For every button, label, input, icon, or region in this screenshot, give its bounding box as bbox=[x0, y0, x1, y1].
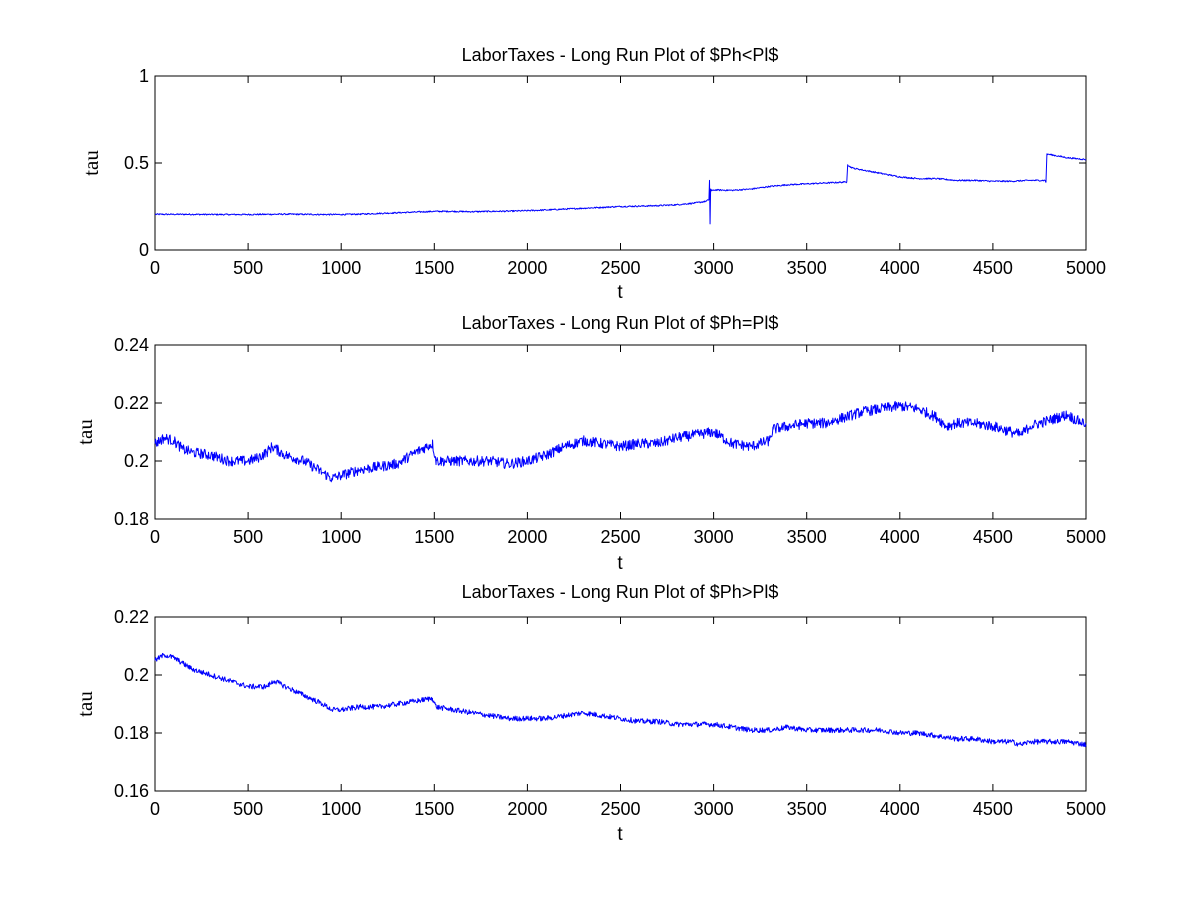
subplot-3-xtick-label-4: 2000 bbox=[507, 799, 547, 819]
subplot-2-xtick-label-4: 2000 bbox=[507, 527, 547, 547]
subplot-3-xtick-label-0: 0 bbox=[150, 799, 160, 819]
subplot-1-series-line-0 bbox=[154, 153, 1087, 225]
subplot-1-title: LaborTaxes - Long Run Plot of $Ph<Pl$ bbox=[462, 45, 779, 65]
subplot-2-xtick-label-6: 3000 bbox=[694, 527, 734, 547]
subplot-2-ytick-label-3: 0.24 bbox=[114, 335, 149, 355]
subplot-3-xtick-label-6: 3000 bbox=[694, 799, 734, 819]
subplot-2-xtick-label-5: 2500 bbox=[600, 527, 640, 547]
subplot-3-tick-layer: 0 500 1000 1500 2000 2500 3000 3500 4000 4500 5000… bbox=[114, 607, 1106, 819]
subplot-2-ylabel: tau bbox=[73, 419, 97, 445]
subplot-3-xtick-label-1: 500 bbox=[233, 799, 263, 819]
subplot-3: LaborTaxes - Long Run Plot of $Ph>Pl$ 0 5… bbox=[73, 582, 1106, 845]
subplot-2-series-layer bbox=[154, 400, 1087, 483]
subplot-1-axes-box bbox=[154, 75, 1087, 251]
subplot-2-xtick-label-0: 0 bbox=[150, 527, 160, 547]
subplot-1-xtick-label-5: 2500 bbox=[600, 258, 640, 278]
subplot-2-xtick-label-10: 5000 bbox=[1066, 527, 1106, 547]
subplot-2-xtick-label-2: 1000 bbox=[321, 527, 361, 547]
subplot-3-series-layer bbox=[154, 652, 1087, 748]
subplot-3-xtick-label-8: 4000 bbox=[880, 799, 920, 819]
subplot-2-xtick-label-9: 4500 bbox=[973, 527, 1013, 547]
subplot-1-ytick-label-0: 0 bbox=[139, 240, 149, 260]
subplot-3-ytick-label-2: 0.2 bbox=[124, 665, 149, 685]
subplot-1-xtick-label-6: 3000 bbox=[694, 258, 734, 278]
subplot-1-xlabel: t bbox=[617, 282, 623, 303]
subplot-3-ytick-label-0: 0.16 bbox=[114, 781, 149, 801]
subplot-3-xtick-label-10: 5000 bbox=[1066, 799, 1106, 819]
subplot-2-tick-layer: 0 500 1000 1500 2000 2500 3000 3500 4000 4500 5000… bbox=[114, 335, 1106, 547]
subplot-2-xtick-label-8: 4000 bbox=[880, 527, 920, 547]
subplot-1-xtick-label-7: 3500 bbox=[787, 258, 827, 278]
subplot-2-xlabel: t bbox=[617, 553, 623, 574]
subplot-3-ylabel: tau bbox=[73, 691, 97, 717]
subplot-1-series-layer bbox=[154, 153, 1087, 225]
subplot-2-xtick-label-3: 1500 bbox=[414, 527, 454, 547]
subplot-1-tick-layer: 0 500 1000 1500 2000 2500 3000 3500 4000 4500 5000… bbox=[124, 66, 1106, 278]
subplot-1-xtick-label-9: 4500 bbox=[973, 258, 1013, 278]
subplot-3-xtick-label-2: 1000 bbox=[321, 799, 361, 819]
subplot-1-ytick-label-2: 1 bbox=[139, 66, 149, 86]
subplot-2-xtick-label-1: 500 bbox=[233, 527, 263, 547]
subplot-2-ytick-label-2: 0.22 bbox=[114, 393, 149, 413]
subplot-2-ytick-label-1: 0.2 bbox=[124, 451, 149, 471]
subplot-2-title: LaborTaxes - Long Run Plot of $Ph=Pl$ bbox=[462, 313, 779, 333]
subplot-2-xtick-label-7: 3500 bbox=[787, 527, 827, 547]
subplot-3-xtick-label-7: 3500 bbox=[787, 799, 827, 819]
subplot-3-xlabel: t bbox=[617, 824, 623, 845]
subplot-2-series-line-0 bbox=[154, 400, 1087, 483]
subplot-1-ytick-label-1: 0.5 bbox=[124, 153, 149, 173]
subplot-3-xtick-label-5: 2500 bbox=[600, 799, 640, 819]
subplot-3-title: LaborTaxes - Long Run Plot of $Ph>Pl$ bbox=[462, 582, 779, 602]
subplot-2: LaborTaxes - Long Run Plot of $Ph=Pl$ 0 5… bbox=[73, 313, 1106, 574]
subplot-3-ytick-label-1: 0.18 bbox=[114, 723, 149, 743]
subplot-1-xtick-label-10: 5000 bbox=[1066, 258, 1106, 278]
subplot-2-ytick-label-0: 0.18 bbox=[114, 509, 149, 529]
subplot-1-xtick-label-3: 1500 bbox=[414, 258, 454, 278]
subplot-3-xtick-label-9: 4500 bbox=[973, 799, 1013, 819]
subplot-3-axes-box bbox=[154, 616, 1087, 792]
subplot-1-xtick-label-2: 1000 bbox=[321, 258, 361, 278]
subplot-1-xtick-label-0: 0 bbox=[150, 258, 160, 278]
subplot-3-xtick-label-3: 1500 bbox=[414, 799, 454, 819]
subplot-1: LaborTaxes - Long Run Plot of $Ph<Pl$ 0 5… bbox=[79, 45, 1106, 303]
subplot-1-xtick-label-8: 4000 bbox=[880, 258, 920, 278]
subplot-3-ytick-label-3: 0.22 bbox=[114, 607, 149, 627]
subplot-2-axes-box bbox=[154, 344, 1087, 520]
subplot-1-xtick-label-4: 2000 bbox=[507, 258, 547, 278]
subplot-1-ylabel: tau bbox=[79, 150, 103, 176]
subplot-3-series-line-0 bbox=[154, 652, 1087, 748]
subplot-1-xtick-label-1: 500 bbox=[233, 258, 263, 278]
